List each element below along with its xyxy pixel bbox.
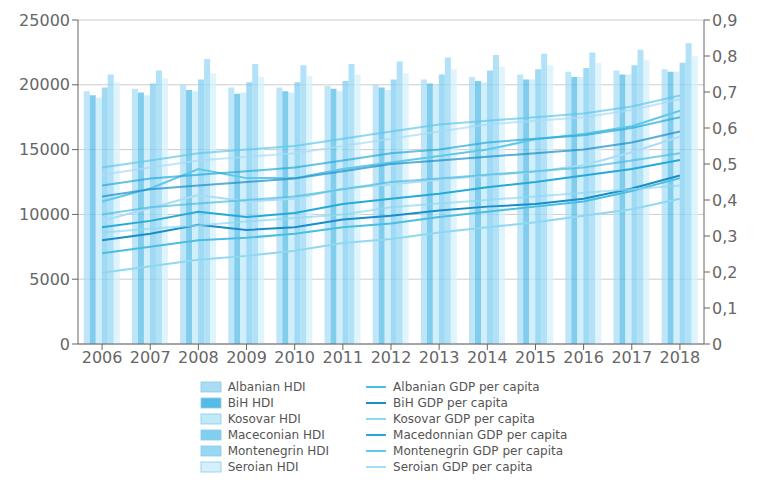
svg-text:2007: 2007 (130, 348, 171, 367)
svg-text:0: 0 (712, 335, 722, 354)
html-text:Kosovar GDP per capita: Kosovar GDP per capita (393, 412, 535, 426)
html-text:BiH HDI: BiH HDI (227, 396, 274, 410)
svg-text:0,8: 0,8 (712, 47, 737, 66)
html-text:Albanian GDP per capita: Albanian GDP per capita (393, 380, 540, 394)
html-text:Montenegrin HDI: Montenegrin HDI (227, 444, 330, 458)
svg-text:0: 0 (60, 335, 70, 354)
svg-text:0,4: 0,4 (712, 191, 737, 210)
svg-text:2011: 2011 (322, 348, 363, 367)
html-text:Seroian HDI: Seroian HDI (227, 460, 299, 474)
svg-text:0,7: 0,7 (712, 83, 737, 102)
svg-text:10000: 10000 (19, 205, 70, 224)
svg-text:2012: 2012 (371, 348, 412, 367)
svg-text:20000: 20000 (19, 75, 70, 94)
html-text:Kosovar HDI: Kosovar HDI (227, 412, 301, 426)
svg-text:2017: 2017 (611, 348, 652, 367)
html-text:Macedonnian GDP per capita: Macedonnian GDP per capita (393, 428, 568, 442)
svg-text:2016: 2016 (563, 348, 604, 367)
svg-text:2015: 2015 (515, 348, 556, 367)
svg-text:0,6: 0,6 (712, 119, 737, 138)
html-text:Montenegrin GDP per capita: Montenegrin GDP per capita (393, 444, 564, 458)
html-text:Albanian HDI: Albanian HDI (227, 380, 306, 394)
svg-text:2014: 2014 (467, 348, 508, 367)
svg-text:0,1: 0,1 (712, 299, 737, 318)
svg-text:2018: 2018 (660, 348, 701, 367)
svg-text:2013: 2013 (419, 348, 460, 367)
html-text:Seroian GDP per capita: Seroian GDP per capita (393, 460, 533, 474)
svg-text:2010: 2010 (274, 348, 315, 367)
html-text:BiH GDP per capita: BiH GDP per capita (393, 396, 508, 410)
svg-text:15000: 15000 (19, 140, 70, 159)
svg-text:2008: 2008 (178, 348, 219, 367)
svg-text:2006: 2006 (82, 348, 123, 367)
svg-text:0,3: 0,3 (712, 227, 737, 246)
html-text:Maceconian HDI: Maceconian HDI (227, 428, 325, 442)
svg-text:2009: 2009 (226, 348, 267, 367)
svg-text:0,9: 0,9 (712, 11, 737, 30)
svg-text:25000: 25000 (19, 11, 70, 30)
svg-text:0,5: 0,5 (712, 155, 737, 174)
svg-text:5000: 5000 (29, 270, 70, 289)
svg-text:0,2: 0,2 (712, 263, 737, 282)
